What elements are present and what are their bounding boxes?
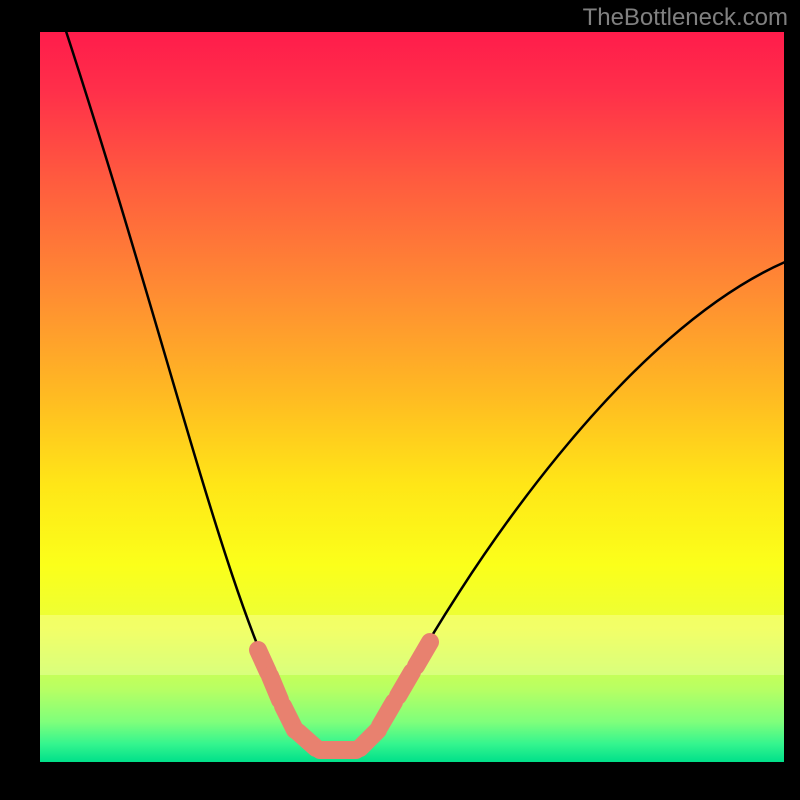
- chart-svg: [0, 0, 800, 800]
- chart-container: TheBottleneck.com: [0, 0, 800, 800]
- marker-segment: [398, 672, 412, 696]
- marker-segment: [416, 642, 430, 666]
- marker-segment: [380, 702, 394, 726]
- watermark-text: TheBottleneck.com: [583, 4, 788, 32]
- marker-segment: [270, 676, 280, 700]
